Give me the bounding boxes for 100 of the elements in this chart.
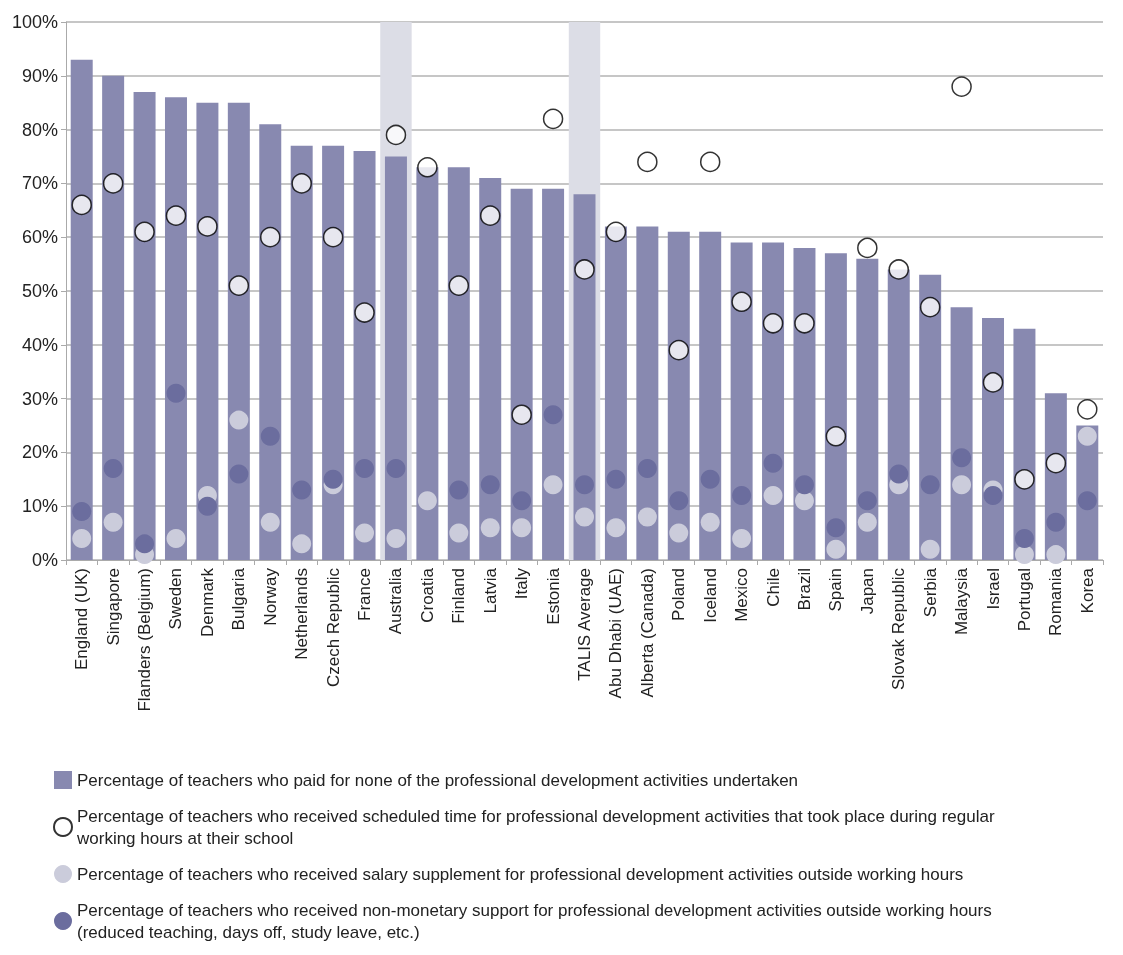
point <box>1014 545 1034 565</box>
bar <box>133 91 156 560</box>
point <box>825 426 847 447</box>
x-tick-label: Korea <box>1077 567 1097 614</box>
x-tick-label: Serbia <box>920 567 940 618</box>
point <box>260 226 281 248</box>
x-tick-label: Abu Dhabi (UAE) <box>606 568 626 699</box>
point <box>605 221 627 243</box>
point <box>165 205 187 226</box>
point <box>448 275 470 296</box>
point <box>1046 545 1066 565</box>
point <box>857 491 877 511</box>
x-tick-label: Brazil <box>794 568 814 611</box>
x-tick-label: Estonia <box>543 567 563 625</box>
point <box>72 528 92 548</box>
point <box>763 453 783 473</box>
point <box>794 313 815 334</box>
point <box>449 480 469 500</box>
bar <box>416 167 439 560</box>
y-tick-label: 80% <box>21 119 58 140</box>
point <box>952 448 972 468</box>
point <box>920 475 940 495</box>
point <box>575 475 594 495</box>
x-tick-label: Croatia <box>417 567 437 623</box>
point <box>386 459 406 479</box>
point <box>700 469 720 489</box>
point <box>575 507 594 527</box>
x-tick-label: Alberta (Canada) <box>637 568 657 698</box>
x-tick-label: Mexico <box>732 568 752 622</box>
x-tick-label: Slovak Republic <box>889 567 909 690</box>
point <box>606 518 626 538</box>
y-tick-label: 10% <box>21 496 58 517</box>
bar <box>196 102 219 560</box>
point <box>103 459 123 479</box>
point <box>826 539 846 559</box>
bar <box>887 269 910 560</box>
point <box>292 534 312 554</box>
point <box>322 226 344 248</box>
point <box>260 426 280 446</box>
point <box>135 534 155 554</box>
bar <box>950 307 973 560</box>
point <box>197 496 217 516</box>
x-tick-label: Denmark <box>197 567 217 637</box>
x-tick-label: Flanders (Belgium) <box>135 568 155 712</box>
x-tick-label: Chile <box>763 568 783 607</box>
point <box>1046 512 1066 532</box>
point <box>731 291 752 312</box>
x-tick-label: Iceland <box>700 568 720 623</box>
point <box>920 539 940 559</box>
point <box>732 528 752 548</box>
point <box>292 480 312 500</box>
point <box>260 512 280 532</box>
point <box>102 173 124 194</box>
x-tick-label: TALIS Average <box>575 568 594 681</box>
x-tick-label: Australia <box>386 567 406 635</box>
bar <box>636 226 659 560</box>
point <box>763 485 783 505</box>
bar <box>70 59 93 560</box>
point <box>355 459 375 479</box>
legend-label: Percentage of teachers who received non-monetary support for professional development activities outside working hours (reduced teaching, days off, study leave, etc.) <box>77 900 997 942</box>
x-tick-label: Malaysia <box>952 567 972 636</box>
point <box>606 469 626 489</box>
point <box>449 523 469 543</box>
y-tick-label: 100% <box>11 12 58 32</box>
x-tick-label: Latvia <box>480 567 500 614</box>
x-tick-label: Israel <box>983 568 1003 610</box>
point <box>888 259 909 280</box>
point <box>480 205 501 226</box>
point <box>668 339 690 361</box>
point <box>637 507 657 527</box>
point <box>511 404 532 425</box>
x-tick-label: England (UK) <box>72 568 92 671</box>
y-tick-label: 50% <box>21 281 58 301</box>
bar <box>856 258 879 560</box>
point <box>732 485 752 505</box>
x-tick-label: Spain <box>826 568 846 612</box>
point <box>543 475 563 495</box>
bar <box>542 188 565 560</box>
point <box>355 523 375 543</box>
point <box>291 173 312 194</box>
point <box>480 475 500 495</box>
x-tick-label: Poland <box>669 568 689 621</box>
point <box>794 491 814 511</box>
point <box>385 124 407 146</box>
point <box>166 528 186 548</box>
x-tick-label: Norway <box>260 567 280 626</box>
y-tick-label: 30% <box>21 388 58 409</box>
point <box>512 518 532 538</box>
x-tick-label: Finland <box>449 568 469 624</box>
y-tick-label: 90% <box>21 65 58 86</box>
point <box>512 491 532 511</box>
point <box>166 383 186 403</box>
y-tick-label: 20% <box>21 442 58 463</box>
point <box>229 410 249 430</box>
point <box>952 475 972 495</box>
point <box>574 259 595 280</box>
point <box>480 518 500 538</box>
bar <box>227 102 250 560</box>
x-tick-label: Czech Republic <box>323 567 343 688</box>
bar <box>164 97 187 560</box>
